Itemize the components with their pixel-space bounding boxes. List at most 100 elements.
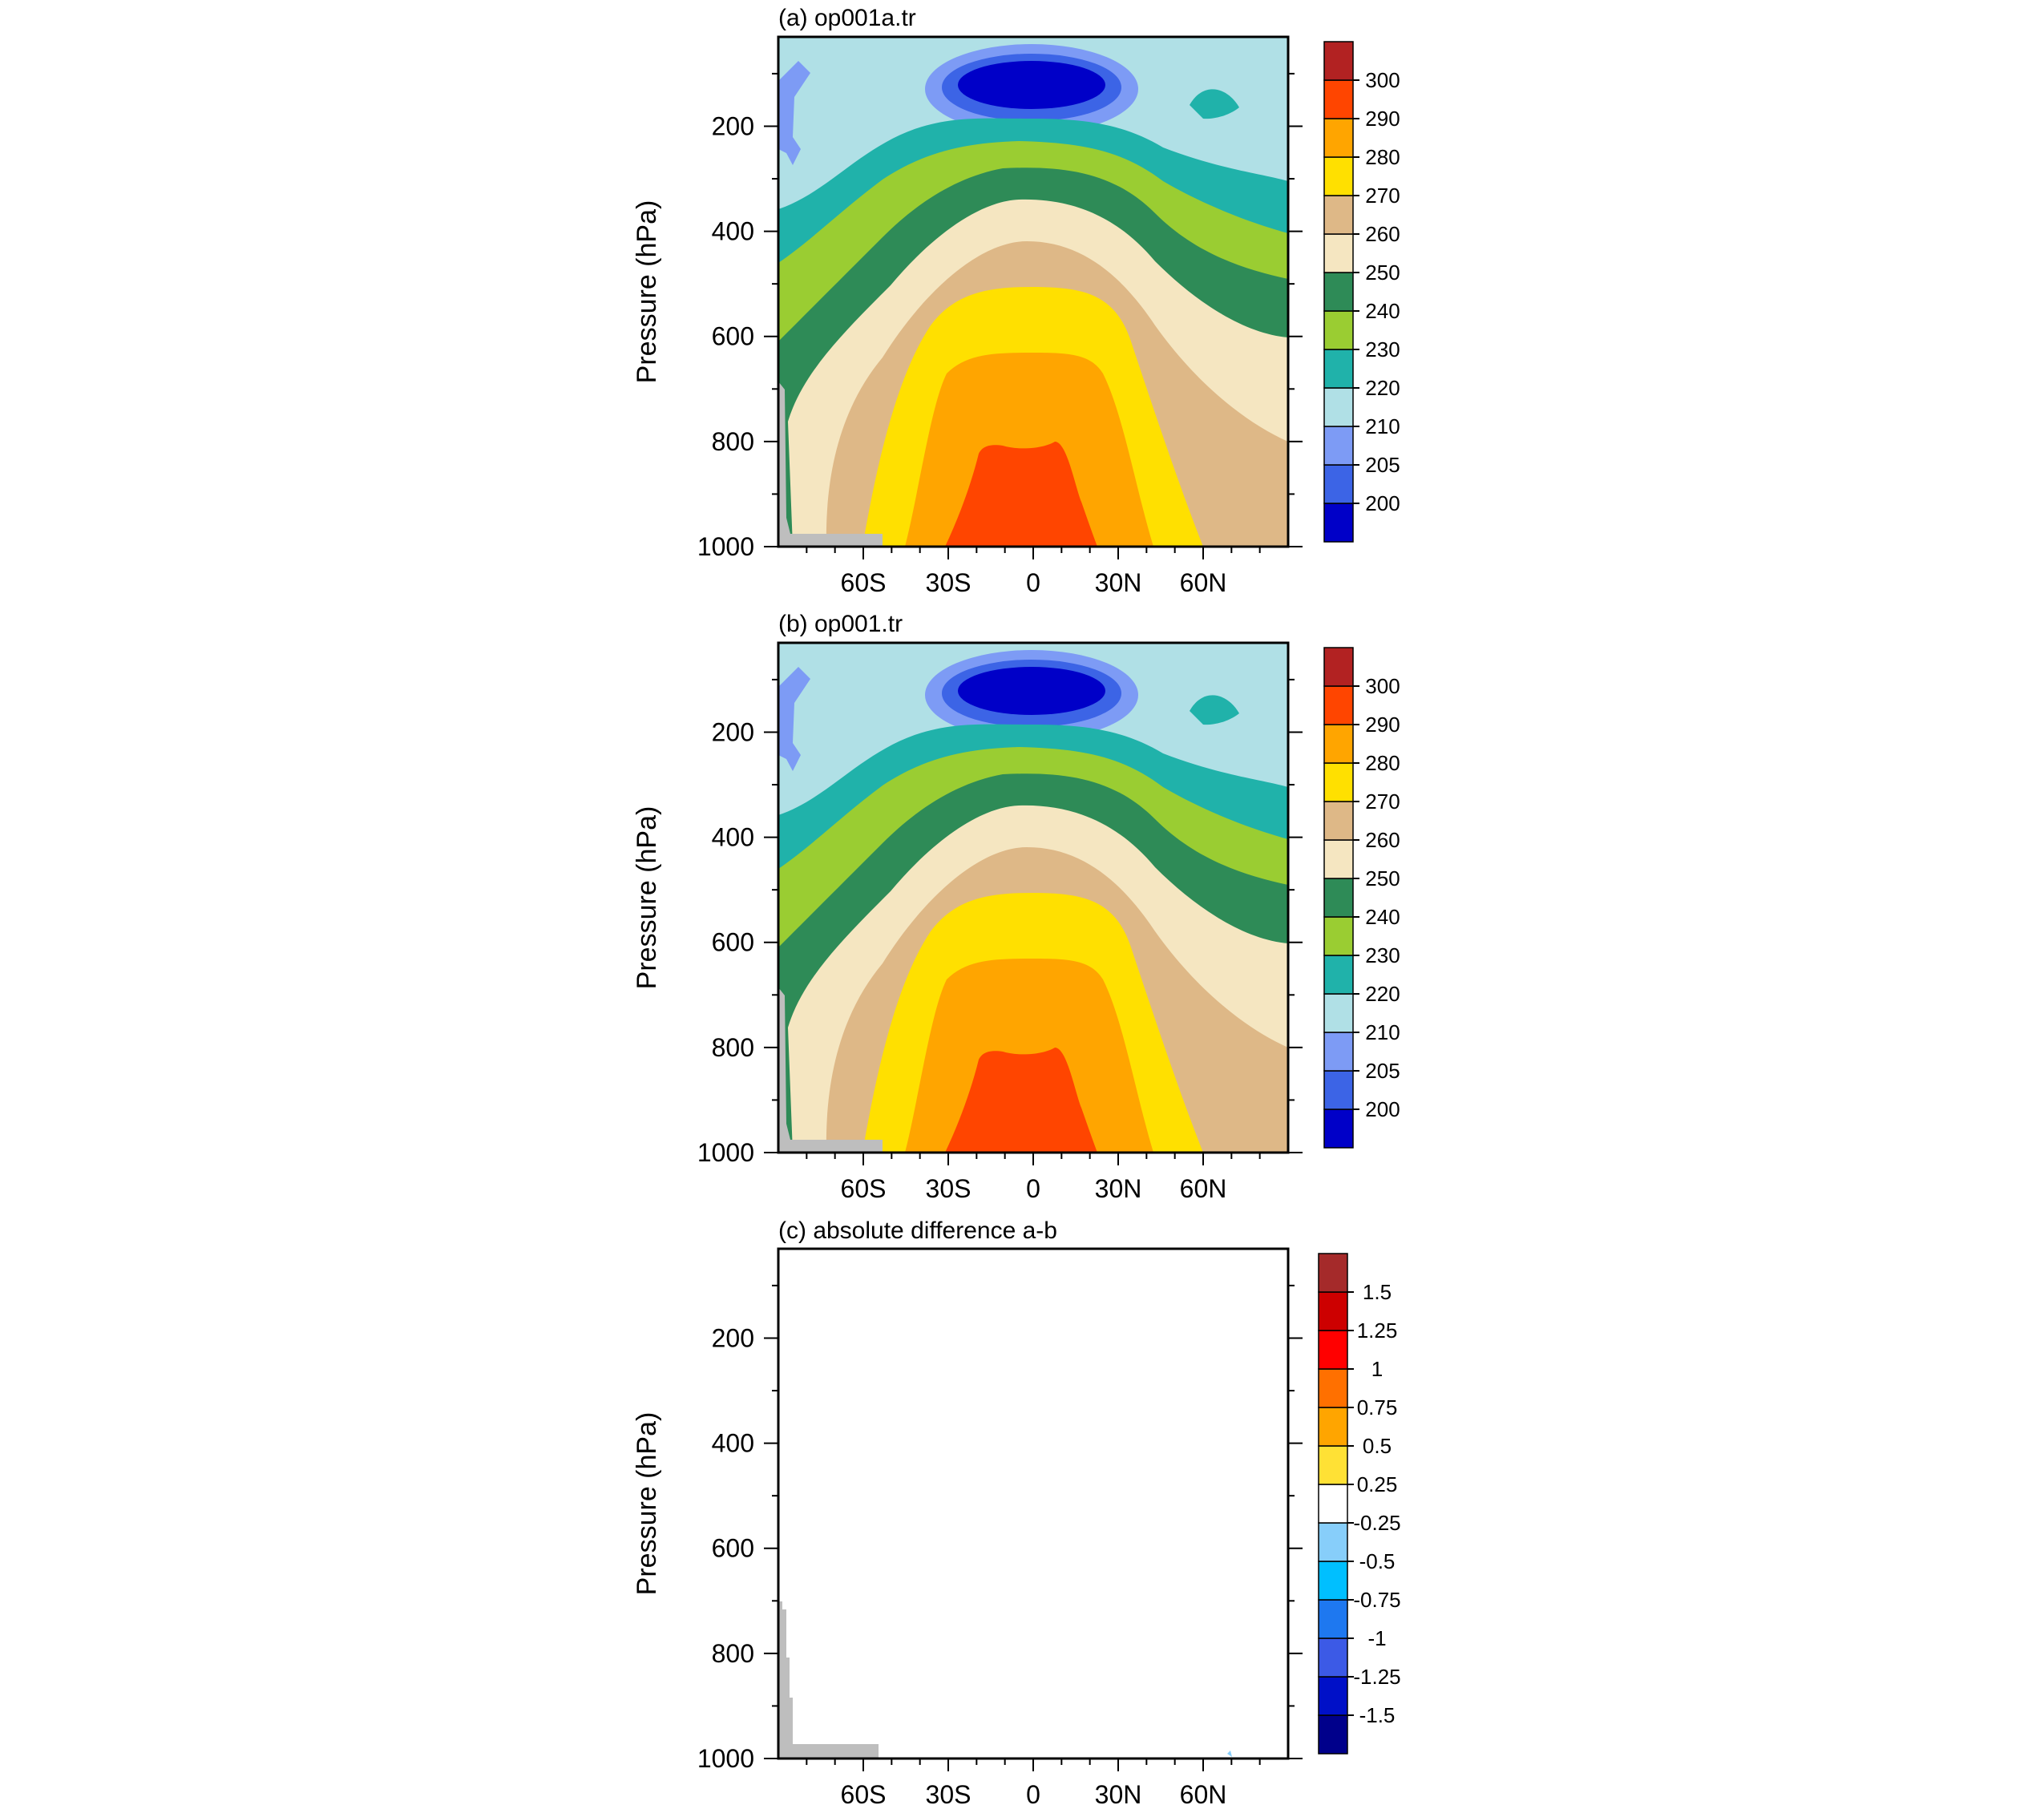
panel-b-y-ticks: 200 400 600 800 1000 <box>697 717 754 1167</box>
x-tick-label: 60S <box>841 568 887 597</box>
colorbar-swatch <box>1323 272 1354 312</box>
colorbar-swatch <box>1323 1032 1354 1072</box>
panel-c-minor-ticks <box>764 1284 1303 1771</box>
x-tick-label: 30S <box>926 1780 972 1805</box>
colorbar-swatch <box>1323 349 1354 389</box>
panel-b-colorbar: 200 205 210 220 230 240 250 260 270 280 290 300 <box>1323 647 1400 1149</box>
y-tick-label: 600 <box>712 1534 754 1563</box>
colorbar-swatch <box>1323 41 1354 81</box>
panel-c-small-blue-patch <box>1227 1750 1232 1757</box>
colorbar-swatch <box>1323 1070 1354 1110</box>
y-tick-label: 200 <box>712 717 754 746</box>
panel-a-minor-ticks <box>764 72 1303 559</box>
colorbar-label: 0.25 <box>1357 1472 1398 1496</box>
colorbar-swatch <box>1323 762 1354 802</box>
panel-c-title: (c) absolute difference a-b <box>778 1217 1057 1244</box>
y-tick-label: 1000 <box>697 1138 754 1167</box>
colorbar-label: -0.5 <box>1359 1549 1396 1573</box>
colorbar-swatch <box>1318 1445 1348 1485</box>
colorbar-label: 220 <box>1365 982 1400 1006</box>
panel-a: (a) op001a.tr 200 400 600 800 1000 60S 30S 0 30… <box>632 5 1400 597</box>
x-tick-label: 0 <box>1026 1780 1040 1805</box>
colorbar-swatch <box>1323 426 1354 466</box>
x-tick-label: 30N <box>1095 568 1142 597</box>
panel-a-colorbar: 200 205 210 220 230 240 250 260 270 280 290 300 <box>1323 41 1400 543</box>
panel-a-y-axis-label: Pressure (hPa) <box>632 200 662 384</box>
colorbar-swatch <box>1318 1599 1348 1639</box>
colorbar-label: -0.75 <box>1353 1588 1400 1612</box>
panel-c-y-axis-label: Pressure (hPa) <box>632 1412 662 1596</box>
y-tick-label: 800 <box>712 1033 754 1062</box>
colorbar-label: -0.25 <box>1353 1511 1400 1535</box>
panel-a-y-ticks: 200 400 600 800 1000 <box>697 111 754 561</box>
colorbar-label: 200 <box>1365 491 1400 515</box>
x-tick-label: 30S <box>926 568 972 597</box>
panel-b-title: (b) op001.tr <box>778 611 903 637</box>
y-tick-label: 600 <box>712 928 754 957</box>
y-tick-label: 800 <box>712 427 754 456</box>
panel-b: (b) op001.tr 200 400 600 800 1000 60S 30S 0 30N… <box>632 611 1400 1203</box>
colorbar-swatch <box>1323 156 1354 196</box>
panel-c-y-ticks: 200 400 600 800 1000 <box>697 1323 754 1773</box>
colorbar-label: 290 <box>1365 107 1400 131</box>
colorbar-swatch <box>1318 1676 1348 1716</box>
panel-c-colorbar: -1.5 -1.25 -1 -0.75 -0.5 -0.25 0.25 0.5 0.75 1 1.2… <box>1318 1253 1401 1755</box>
colorbar-swatch <box>1323 993 1354 1033</box>
colorbar-swatch <box>1323 647 1354 687</box>
colorbar-swatch <box>1318 1253 1348 1293</box>
colorbar-swatch <box>1323 464 1354 504</box>
panel-a-contour-field <box>778 37 1288 547</box>
panel-b-minor-ticks <box>764 678 1303 1165</box>
x-tick-label: 60S <box>841 1780 887 1805</box>
colorbar-label: 210 <box>1365 1020 1400 1044</box>
colorbar-label: 0.5 <box>1363 1434 1392 1458</box>
x-tick-label: 30S <box>926 1174 972 1203</box>
colorbar-label: 1.25 <box>1357 1318 1398 1343</box>
colorbar-label: 270 <box>1365 789 1400 814</box>
colorbar-swatch <box>1318 1714 1348 1755</box>
colorbar-label: 280 <box>1365 751 1400 775</box>
colorbar-swatch <box>1323 79 1354 119</box>
y-tick-label: 200 <box>712 111 754 140</box>
colorbar-swatch <box>1323 801 1354 841</box>
panel-b-contour-field <box>778 643 1288 1153</box>
colorbar-label: 1 <box>1371 1357 1383 1381</box>
y-tick-label: 400 <box>712 217 754 246</box>
colorbar-label: 260 <box>1365 828 1400 852</box>
colorbar-swatch <box>1323 839 1354 879</box>
colorbar-swatch <box>1323 685 1354 725</box>
panel-c-missing-data <box>778 1601 879 1759</box>
colorbar-swatch <box>1323 916 1354 956</box>
colorbar-swatch <box>1323 118 1354 158</box>
colorbar-swatch <box>1323 878 1354 918</box>
colorbar-swatch <box>1318 1330 1348 1370</box>
colorbar-label: 240 <box>1365 299 1400 323</box>
panel-c-contour-field <box>778 1249 1288 1759</box>
colorbar-swatch <box>1323 310 1354 350</box>
y-tick-label: 200 <box>712 1323 754 1352</box>
colorbar-label: 1.5 <box>1363 1280 1392 1304</box>
x-tick-label: 30N <box>1095 1174 1142 1203</box>
colorbar-label: 280 <box>1365 145 1400 169</box>
panel-b-shaded-contours <box>778 643 1288 1153</box>
panel-c-background <box>778 1249 1288 1759</box>
panel-a-title: (a) op001a.tr <box>778 5 916 31</box>
colorbar-swatch <box>1318 1484 1348 1524</box>
panel-c-x-ticks: 60S 30S 0 30N 60N <box>841 1780 1227 1805</box>
colorbar-swatch <box>1318 1407 1348 1447</box>
colorbar-label: 230 <box>1365 337 1400 361</box>
x-tick-label: 30N <box>1095 1780 1142 1805</box>
colorbar-label: -1 <box>1367 1626 1386 1650</box>
colorbar-swatch <box>1323 233 1354 273</box>
colorbar-label: 200 <box>1365 1097 1400 1121</box>
x-tick-label: 60N <box>1180 568 1227 597</box>
colorbar-label: 300 <box>1365 68 1400 92</box>
colorbar-swatch <box>1318 1522 1348 1562</box>
x-tick-label: 0 <box>1026 1174 1040 1203</box>
colorbar-label: 230 <box>1365 943 1400 967</box>
panel-c: (c) absolute difference a-b 200 400 600 800… <box>632 1217 1401 1805</box>
x-tick-label: 60N <box>1180 1174 1227 1203</box>
colorbar-swatch <box>1318 1561 1348 1601</box>
y-tick-label: 400 <box>712 823 754 852</box>
